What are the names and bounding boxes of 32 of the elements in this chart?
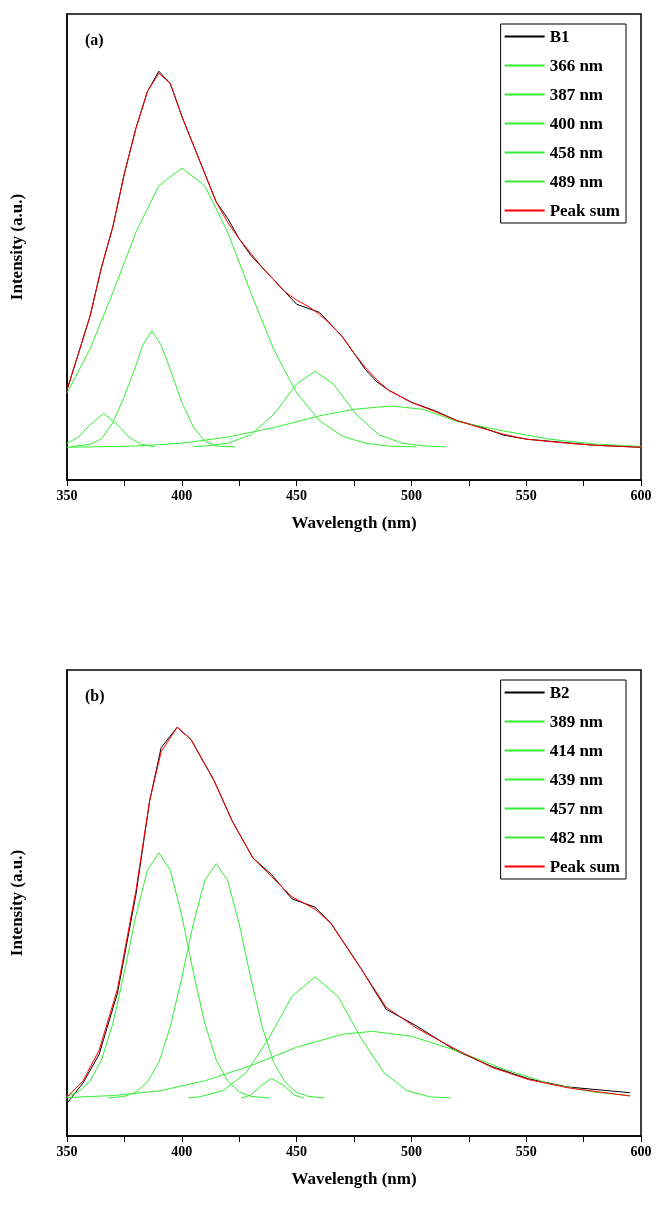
legend-label: 400 nm [549,114,604,133]
x-tick-label: 500 [400,487,422,503]
x-tick-label: 600 [630,487,652,503]
legend-label: 489 nm [549,172,604,191]
legend-label: Peak sum [549,201,621,220]
y-axis-title: Intensity (a.u.) [7,849,26,957]
legend-label: 457 nm [549,799,604,818]
x-tick-label: 350 [56,1143,78,1159]
chart-title: (a) [85,30,104,49]
x-tick-label: 600 [630,1143,652,1159]
x-tick-label: 500 [400,1143,422,1159]
x-tick-label: 550 [515,487,537,503]
x-tick-label: 400 [171,1143,193,1159]
x-tick-label: 350 [56,487,78,503]
legend-label: 482 nm [549,828,604,847]
legend-label: 389 nm [549,712,604,731]
legend-label: 458 nm [549,143,604,162]
x-axis-title: Wavelength (nm) [291,513,417,532]
legend-label: Peak sum [549,857,621,876]
legend-label: 387 nm [549,85,604,104]
x-axis-title: Wavelength (nm) [291,1169,417,1188]
legend-label: 439 nm [549,770,604,789]
y-axis-title: Intensity (a.u.) [7,193,26,301]
chart-title: (b) [85,686,105,705]
legend-label: B2 [549,683,570,702]
x-tick-label: 550 [515,1143,537,1159]
legend-label: B1 [549,27,570,46]
x-tick-label: 450 [286,487,308,503]
x-tick-label: 450 [286,1143,308,1159]
legend-label: 366 nm [549,56,604,75]
legend-label: 414 nm [549,741,604,760]
x-tick-label: 400 [171,487,193,503]
